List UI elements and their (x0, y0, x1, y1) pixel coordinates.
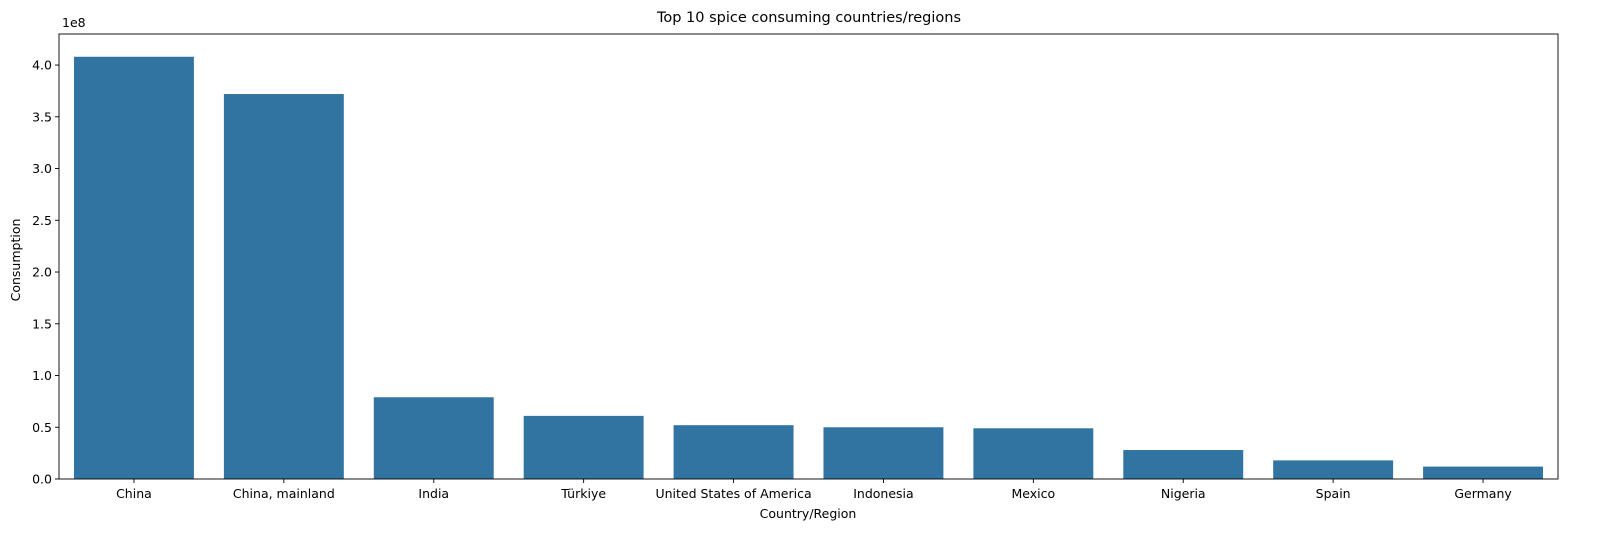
bar-8 (1273, 460, 1394, 479)
bar-2 (373, 397, 494, 479)
x-tick-label: Germany (1454, 486, 1512, 501)
bar-4 (673, 425, 794, 479)
x-tick-label: Spain (1316, 486, 1351, 501)
y-tick-label: 0.5 (32, 420, 52, 435)
bar-1 (223, 94, 344, 479)
x-tick-label: Mexico (1012, 486, 1056, 501)
bar-5 (823, 427, 944, 479)
y-axis-label: Consumption (8, 219, 23, 302)
x-tick-label: India (418, 486, 449, 501)
y-tick-label: 1.0 (32, 368, 52, 383)
y-tick-label: 1.5 (32, 316, 52, 331)
bar-7 (1123, 450, 1244, 479)
x-tick-label: Türkiye (560, 486, 606, 501)
bar-3 (523, 415, 644, 479)
chart-title: Top 10 spice consuming countries/regions (656, 10, 961, 26)
x-tick-label: China (116, 486, 152, 501)
y-tick-label: 3.0 (32, 161, 52, 176)
plot-frame (58, 33, 1559, 480)
y-axis-ticks: 0.0 0.5 1.0 1.5 2.0 2.5 3.0 3.5 4.0 (32, 58, 59, 487)
x-tick-label: Nigeria (1161, 486, 1206, 501)
x-axis-label: Country/Region (760, 506, 857, 521)
y-tick-label: 0.0 (32, 472, 52, 487)
x-axis-ticks: China China, mainland India Türkiye United S… (116, 479, 1512, 501)
x-tick-label: United States of America (655, 486, 811, 501)
bar-group (73, 56, 1544, 479)
bar-0 (73, 56, 194, 479)
y-tick-label: 3.5 (32, 109, 52, 124)
bar-9 (1423, 466, 1544, 479)
x-tick-label: Indonesia (853, 486, 913, 501)
x-tick-label: China, mainland (233, 486, 335, 501)
y-tick-label: 4.0 (32, 58, 52, 73)
bar-6 (973, 428, 1094, 479)
y-tick-label: 2.0 (32, 265, 52, 280)
y-tick-label: 2.5 (32, 213, 52, 228)
y-axis-offset-label: 1e8 (62, 15, 86, 30)
